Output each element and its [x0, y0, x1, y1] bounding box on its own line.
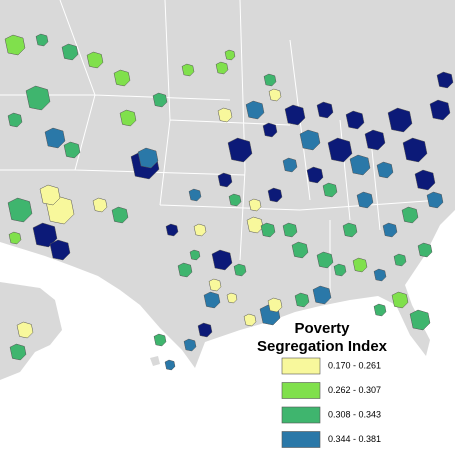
legend-swatch: [281, 431, 321, 448]
metro-area: [217, 172, 233, 188]
metro-area: [86, 51, 104, 69]
metro-area: [364, 129, 386, 151]
metro-area: [373, 268, 387, 282]
legend-label: 0.170 - 0.261: [328, 360, 381, 370]
metro-area: [263, 73, 277, 87]
metro-area: [299, 129, 321, 151]
metro-area: [376, 161, 394, 179]
metro-area: [224, 49, 236, 61]
metro-area: [284, 104, 306, 126]
metro-area: [189, 249, 201, 261]
metro-area: [312, 285, 332, 305]
metro-area: [153, 333, 167, 347]
metro-area: [426, 191, 444, 209]
metro-area: [349, 154, 371, 176]
metro-area: [165, 223, 179, 237]
metro-areas: [4, 33, 454, 371]
metro-area: [25, 85, 51, 111]
metro-area: [333, 263, 347, 277]
metro-area: [316, 251, 334, 269]
metro-area: [111, 206, 129, 224]
metro-area: [429, 99, 451, 121]
legend-title: Segregation Index: [257, 338, 388, 355]
legend-swatch: [281, 357, 321, 375]
metro-area: [282, 157, 298, 173]
metro-area: [217, 107, 233, 123]
metro-area: [183, 338, 197, 352]
metro-area: [233, 263, 247, 277]
metro-area: [373, 303, 387, 317]
metro-area: [226, 292, 238, 304]
metro-area: [137, 147, 159, 169]
metro-area: [208, 278, 222, 292]
metro-area: [409, 309, 431, 331]
metro-area: [402, 137, 428, 163]
legend: Poverty Segregation Index 0.170 - 0.261 0…: [257, 320, 388, 448]
metro-area: [113, 69, 131, 87]
metro-area: [267, 187, 283, 203]
legend-label: 0.344 - 0.381: [328, 434, 381, 444]
metro-area: [262, 122, 278, 138]
metro-area: [35, 33, 49, 47]
metro-area: [417, 242, 433, 258]
metro-area: [8, 231, 22, 245]
metro-area: [260, 222, 276, 238]
metro-area: [9, 343, 27, 361]
metro-area: [291, 241, 309, 259]
hawaii: [150, 356, 160, 366]
metro-area: [342, 222, 358, 238]
metro-area: [152, 92, 168, 108]
metro-area: [32, 222, 58, 248]
metro-area: [322, 182, 338, 198]
metro-area: [203, 291, 221, 309]
metro-area: [197, 322, 213, 338]
metro-area: [268, 88, 282, 102]
metro-area: [164, 359, 176, 371]
metro-area: [7, 112, 23, 128]
legend-label: 0.308 - 0.343: [328, 409, 381, 419]
metro-area: [92, 197, 108, 213]
metro-area: [306, 166, 324, 184]
metro-area: [356, 191, 374, 209]
metro-area: [352, 257, 368, 273]
metro-area: [4, 34, 26, 56]
metro-area: [211, 249, 233, 271]
metro-area: [401, 206, 419, 224]
metro-area: [327, 137, 353, 163]
metro-area: [215, 61, 229, 75]
metro-area: [63, 141, 81, 159]
metro-area: [316, 101, 334, 119]
legend-title: Poverty: [294, 320, 350, 337]
metro-area: [391, 291, 409, 309]
metro-area: [227, 137, 253, 163]
metro-area: [245, 100, 265, 120]
metro-area: [119, 109, 137, 127]
metro-area: [436, 71, 454, 89]
legend-swatch: [281, 382, 321, 399]
metro-area: [267, 297, 283, 313]
legend-label: 0.262 - 0.307: [328, 385, 381, 395]
metro-area: [44, 127, 66, 149]
metro-area: [393, 253, 407, 267]
metro-area: [7, 197, 33, 223]
metro-area: [294, 292, 310, 308]
legend-swatch: [281, 406, 321, 424]
metro-area: [181, 63, 195, 77]
metro-area: [49, 239, 71, 261]
metro-area: [414, 169, 436, 191]
metro-area: [248, 198, 262, 212]
metro-area: [382, 222, 398, 238]
metro-area: [243, 313, 257, 327]
metro-area: [282, 222, 298, 238]
metro-area: [16, 321, 34, 339]
metro-area: [188, 188, 202, 202]
metro-area: [345, 110, 365, 130]
metro-area: [61, 43, 79, 61]
metro-area: [39, 184, 61, 206]
metro-area: [193, 223, 207, 237]
metro-area: [177, 262, 193, 278]
metro-area: [387, 107, 413, 133]
metro-area: [228, 193, 242, 207]
